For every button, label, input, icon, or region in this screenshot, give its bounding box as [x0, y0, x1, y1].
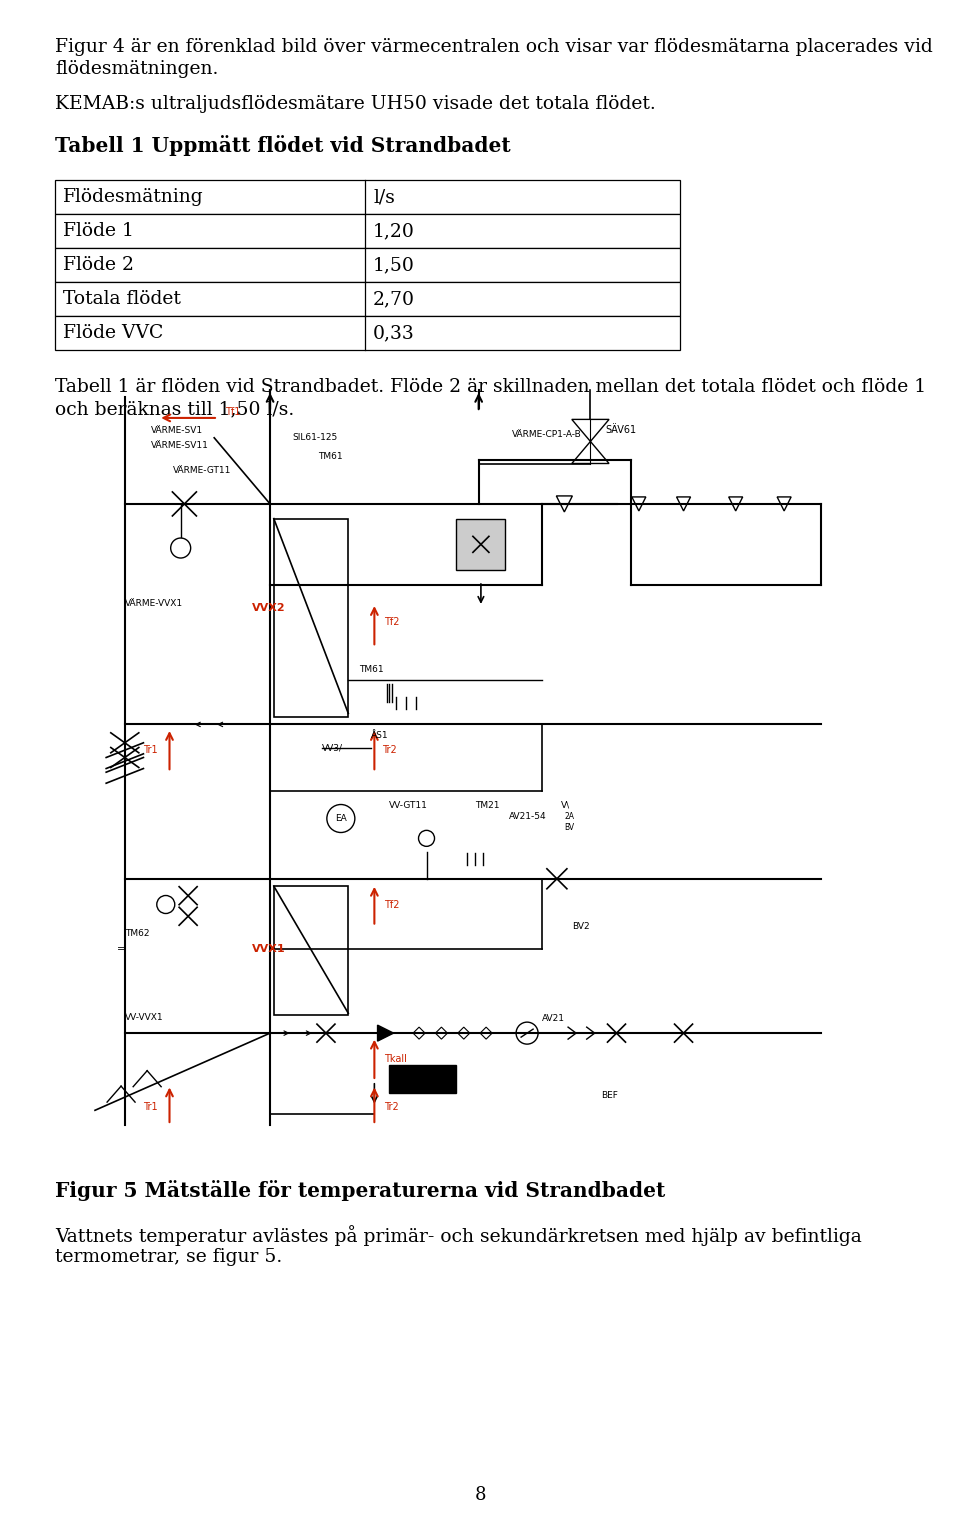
Polygon shape [632, 497, 646, 511]
Text: TM62: TM62 [125, 929, 150, 938]
Text: BEF: BEF [602, 1090, 618, 1100]
Text: Tkall: Tkall [384, 1054, 407, 1064]
Polygon shape [572, 441, 609, 464]
Text: Tf1: Tf1 [226, 407, 241, 416]
Text: ÅS1: ÅS1 [371, 730, 388, 740]
Circle shape [326, 805, 355, 833]
Text: Tabell 1 är flöden vid Strandbadet. Flöde 2 är skillnaden mellan det totala flöd: Tabell 1 är flöden vid Strandbadet. Flöd… [55, 378, 926, 396]
Text: VV3/: VV3/ [323, 744, 344, 752]
Text: VÄRME-SV11: VÄRME-SV11 [151, 441, 208, 450]
Text: termometrar, se figur 5.: termometrar, se figur 5. [55, 1247, 282, 1266]
Polygon shape [572, 419, 609, 441]
Text: Vattnets temperatur avlästes på primär- och sekundärkretsen med hjälp av befintl: Vattnets temperatur avlästes på primär- … [55, 1225, 862, 1246]
Bar [55, 316, 680, 351]
Text: BV: BV [564, 824, 574, 831]
Bar [55, 214, 680, 249]
Text: TM61: TM61 [359, 665, 384, 674]
Text: och beräknas till 1,50 l/s.: och beräknas till 1,50 l/s. [55, 400, 295, 418]
Text: Flöde VVC: Flöde VVC [63, 323, 163, 342]
Text: 8: 8 [474, 1485, 486, 1504]
Text: Figur 4 är en förenklad bild över värmecentralen och visar var flödesmätarna pla: Figur 4 är en förenklad bild över värmec… [55, 38, 933, 56]
Text: Flöde 1: Flöde 1 [63, 223, 133, 239]
Text: Tr1: Tr1 [143, 1101, 158, 1112]
Circle shape [156, 895, 175, 913]
Text: Tr2: Tr2 [384, 1101, 398, 1112]
Bar [274, 886, 348, 1014]
Polygon shape [436, 1028, 447, 1039]
Polygon shape [458, 1028, 469, 1039]
Text: EA: EA [335, 814, 347, 824]
Text: AV21-54: AV21-54 [509, 811, 546, 820]
Bar [274, 518, 348, 717]
Polygon shape [729, 497, 743, 511]
Circle shape [171, 538, 191, 558]
Circle shape [516, 1022, 539, 1045]
Text: VÄRME-SV1: VÄRME-SV1 [151, 425, 203, 435]
Text: Flöde 2: Flöde 2 [63, 256, 134, 274]
Text: VV-VVX1: VV-VVX1 [125, 1013, 163, 1022]
Text: l/s: l/s [373, 188, 395, 206]
Text: Tf2: Tf2 [384, 616, 399, 627]
Text: Tr1: Tr1 [143, 746, 158, 755]
Text: Tr2: Tr2 [382, 746, 396, 755]
Text: TM21: TM21 [475, 801, 499, 810]
Text: 1,20: 1,20 [373, 223, 415, 239]
Polygon shape [377, 1025, 394, 1042]
Polygon shape [677, 497, 690, 511]
Text: VVX2: VVX2 [252, 604, 285, 613]
Text: KEMAB:s ultraljudsflödesmätare UH50 visade det totala flödet.: KEMAB:s ultraljudsflödesmätare UH50 visa… [55, 95, 656, 113]
Bar [55, 249, 680, 282]
Text: Totala flödet: Totala flödet [63, 290, 180, 308]
Text: 2,70: 2,70 [373, 290, 415, 308]
Bar [389, 1064, 456, 1092]
Bar [55, 180, 680, 214]
Polygon shape [480, 1028, 492, 1039]
Bar [55, 282, 680, 316]
Text: SÄV61: SÄV61 [606, 425, 636, 436]
Text: TM61: TM61 [319, 451, 343, 461]
Polygon shape [557, 496, 572, 512]
Polygon shape [778, 497, 791, 511]
Text: VÄRME-CP1-A-B: VÄRME-CP1-A-B [513, 430, 582, 439]
Text: Tabell 1 Uppmätt flödet vid Strandbadet: Tabell 1 Uppmätt flödet vid Strandbadet [55, 136, 511, 156]
Text: =: = [117, 944, 126, 953]
Text: BV2: BV2 [572, 923, 589, 932]
Text: VVX1: VVX1 [252, 944, 285, 953]
Text: SIL61-125: SIL61-125 [293, 433, 338, 442]
Text: Tf2: Tf2 [384, 900, 399, 909]
Text: Figur 5 Mätställe för temperaturerna vid Strandbadet: Figur 5 Mätställe för temperaturerna vid… [55, 1180, 665, 1202]
Text: AV21: AV21 [542, 1014, 565, 1023]
Text: VV-GT11: VV-GT11 [389, 801, 428, 810]
Text: V\: V\ [561, 801, 569, 810]
Text: flödesmätningen.: flödesmätningen. [55, 59, 218, 78]
Text: 0,33: 0,33 [373, 323, 415, 342]
Text: 2A: 2A [564, 811, 574, 820]
Text: VÄRME-GT11: VÄRME-GT11 [173, 467, 231, 476]
Bar [456, 518, 505, 570]
Text: 1,50: 1,50 [373, 256, 415, 274]
Circle shape [419, 830, 435, 846]
Polygon shape [413, 1028, 425, 1039]
Text: VÄRME-VVX1: VÄRME-VVX1 [125, 599, 183, 607]
Text: Flödesmätning: Flödesmätning [63, 188, 204, 206]
